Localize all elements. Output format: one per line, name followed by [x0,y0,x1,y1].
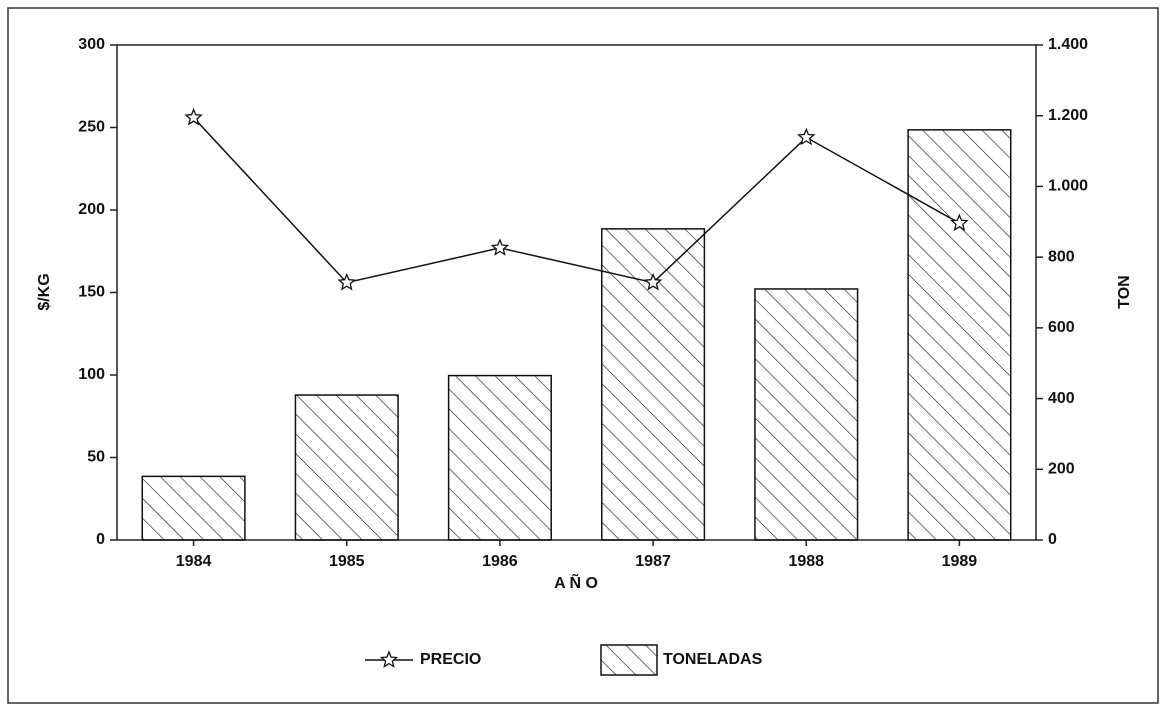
y2-tick-label: 800 [1048,248,1075,265]
x-axis-label: A Ñ O [554,572,598,592]
y2-tick-label: 0 [1048,531,1057,548]
line [193,117,960,284]
point-marker [796,127,816,146]
bar [141,475,246,541]
y2-tick-label: 1.000 [1048,178,1088,195]
y-tick-label: 100 [78,366,105,383]
bar [754,288,859,541]
x-tick-label: 1989 [942,553,978,570]
bar [294,394,399,541]
x-tick-label: 1985 [329,553,365,570]
point-marker [643,272,663,291]
y2-tick-label: 1.200 [1048,107,1088,124]
y-tick-label: 50 [87,449,105,466]
x-tick-label: 1984 [176,553,212,570]
legend-swatch [600,644,658,676]
point-marker [337,272,357,291]
outer-frame [7,7,1159,704]
y2-tick-label: 400 [1048,390,1075,407]
y2-tick-label: 200 [1048,461,1075,478]
plot-frame [116,44,1037,541]
y-tick-label: 200 [78,201,105,218]
y-axis-label: $/KG [36,273,53,310]
legend-label: TONELADAS [663,651,763,668]
y-tick-label: 0 [96,531,105,548]
y2-tick-label: 1.400 [1048,36,1088,53]
legend-marker [379,650,399,668]
x-tick-label: 1988 [788,553,824,570]
point-marker [490,238,510,256]
point-marker [184,107,203,126]
bar [447,374,552,541]
y2-axis-label: TON [1116,275,1133,308]
y-tick-label: 250 [78,119,105,136]
y-tick-label: 300 [78,36,105,53]
bar [907,129,1012,541]
legend-label: PRECIO [420,651,481,668]
y2-tick-label: 600 [1048,319,1075,336]
y-tick-label: 150 [78,284,105,301]
x-tick-label: 1986 [482,553,518,570]
x-tick-label: 1987 [635,553,671,570]
point-marker [950,213,969,232]
